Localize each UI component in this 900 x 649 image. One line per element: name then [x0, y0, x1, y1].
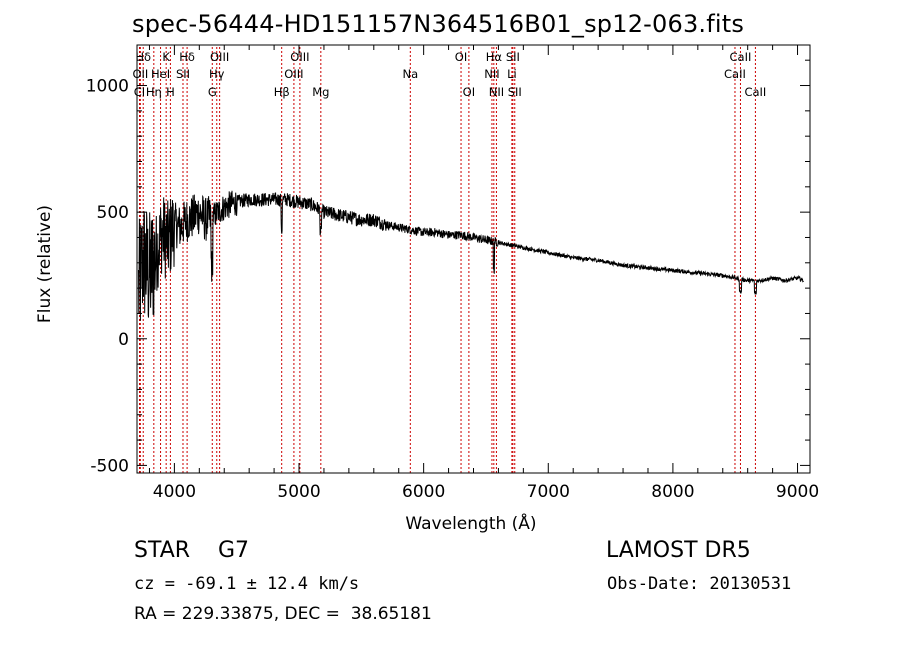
- plot-frame: [136, 44, 811, 474]
- x-tick-label-0: 4000: [153, 482, 196, 502]
- coordinates: RA = 229.33875, DEC = 38.65181: [134, 604, 432, 624]
- y-axis-label: Flux (relative): [35, 205, 55, 323]
- x-axis-label: Wavelength (Å): [405, 512, 536, 534]
- spectrum-series: [138, 190, 804, 321]
- object-class: STAR G7: [134, 538, 250, 563]
- x-tick-label-5: 9000: [776, 482, 819, 502]
- spectral-line-label-0: Hδ: [135, 50, 151, 64]
- y-tick-label-3: 1000: [86, 77, 129, 97]
- observation-date: Obs-Date: 20130531: [607, 574, 792, 594]
- spectral-line-label-18: CI: [134, 85, 145, 99]
- spectral-line-label-20: H: [166, 85, 175, 99]
- spectral-line-label-5: OI: [455, 50, 467, 64]
- spectral-line-label-13: OIII: [284, 67, 303, 81]
- spectral-line-label-2: Hδ: [179, 50, 195, 64]
- axis-ticks: 4000 5000 6000 7000 8000 9000 -500 0 500 1000: [86, 45, 819, 502]
- x-tick-label-1: 5000: [277, 482, 320, 502]
- spectral-line-label-4: OIII: [290, 50, 309, 64]
- spectral-line-label-10: HeI: [151, 67, 170, 81]
- spectral-line-label-24: OI: [463, 85, 475, 99]
- y-tick-label-1: 0: [118, 330, 129, 350]
- spectral-line-label-23: Mg: [312, 85, 329, 99]
- x-tick-label-3: 7000: [527, 482, 570, 502]
- spectral-line-label-19: Hη: [146, 85, 162, 99]
- plot-axes: [136, 44, 811, 474]
- spectral-line-label-11: SII: [176, 67, 190, 81]
- spectral-line-label-26: SII: [508, 85, 522, 99]
- spectral-line-label-7: SII: [506, 50, 520, 64]
- spectral-line-label-9: OII: [132, 67, 148, 81]
- spectral-line-markers: [138, 47, 756, 473]
- spectral-line-label-15: NII: [484, 67, 499, 81]
- redshift-velocity: cz = -69.1 ± 12.4 km/s: [134, 574, 360, 594]
- y-tick-label-0: -500: [90, 456, 129, 476]
- spectral-line-label-25: NII: [489, 85, 504, 99]
- spectral-line-label-3: OIII: [210, 50, 229, 64]
- spectral-line-label-22: Hβ: [274, 85, 290, 99]
- spectral-line-label-17: CaII: [724, 67, 746, 81]
- spectral-line-label-16: Li: [507, 67, 517, 81]
- spectral-line-label-1: K: [162, 50, 170, 64]
- spectral-line-label-21: G: [208, 85, 217, 99]
- chart-title: spec-56444-HD151157N364516B01_sp12-063.f…: [132, 10, 745, 38]
- spectral-line-label-8: CaII: [730, 50, 752, 64]
- spectral-line-label-14: Na: [402, 67, 418, 81]
- spectrum-line: [138, 190, 804, 321]
- x-tick-label-4: 8000: [651, 482, 694, 502]
- spectral-line-label-12: Hγ: [209, 67, 225, 81]
- spectral-line-label-27: CaII: [744, 85, 766, 99]
- x-tick-label-2: 6000: [402, 482, 445, 502]
- spectral-line-label-6: Hα: [486, 50, 503, 64]
- survey-name: LAMOST DR5: [606, 538, 751, 563]
- y-tick-label-2: 500: [97, 203, 129, 223]
